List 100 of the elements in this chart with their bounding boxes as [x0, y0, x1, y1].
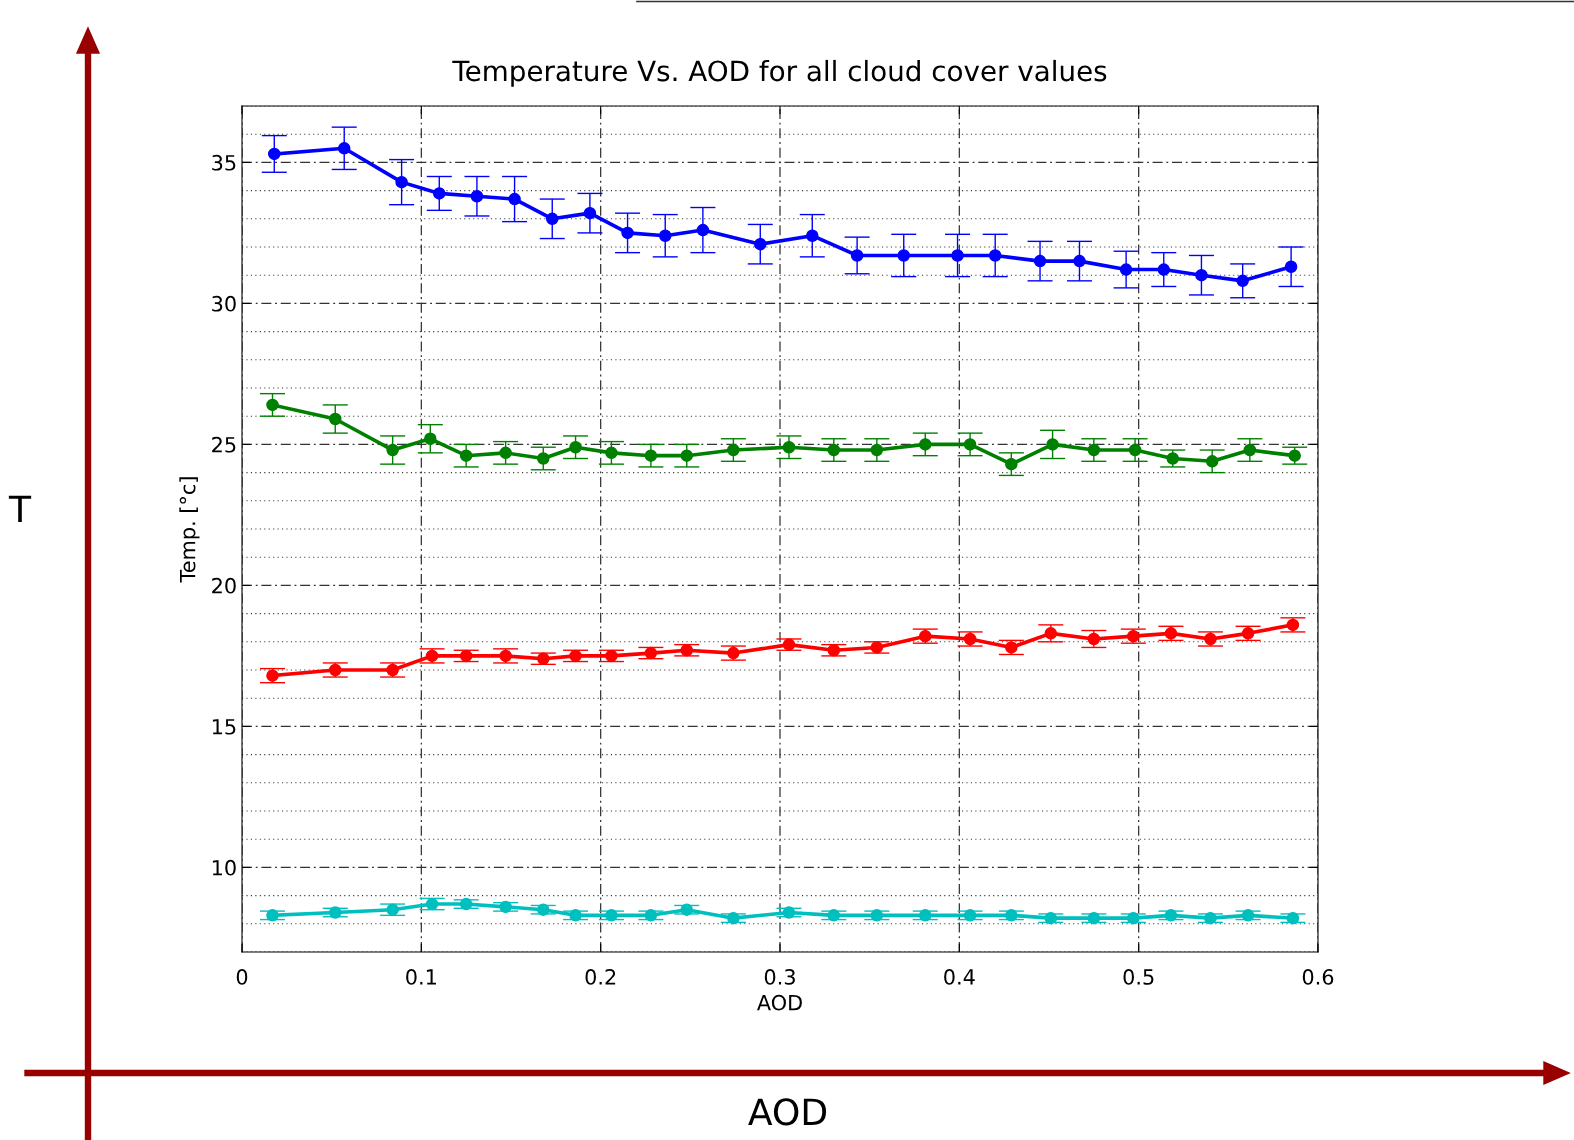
point — [266, 398, 279, 412]
point — [386, 663, 399, 677]
point — [1127, 911, 1140, 925]
point — [1005, 641, 1018, 654]
point — [508, 192, 521, 206]
point — [727, 646, 740, 660]
point — [266, 909, 279, 922]
point — [754, 237, 767, 251]
point — [605, 909, 618, 922]
point — [537, 903, 550, 916]
point — [1236, 274, 1249, 288]
point — [1087, 443, 1101, 457]
point — [919, 909, 932, 922]
point — [386, 443, 399, 457]
point — [1241, 627, 1255, 640]
point — [499, 900, 512, 914]
point — [1005, 909, 1018, 922]
point — [1164, 627, 1178, 640]
y-tick-label: 30 — [212, 295, 236, 312]
point — [1128, 443, 1142, 457]
point — [1127, 629, 1140, 643]
x-tick-label: 0.4 — [944, 969, 975, 985]
point — [782, 638, 796, 651]
x-axis-title: AOD — [757, 994, 802, 1011]
y-tick-label: 35 — [212, 154, 236, 171]
point — [266, 669, 279, 682]
point — [1033, 254, 1047, 268]
point — [850, 249, 864, 262]
point — [1119, 263, 1133, 276]
point — [782, 440, 796, 454]
point — [806, 229, 819, 242]
y-tick-label: 20 — [212, 577, 236, 594]
point — [499, 649, 512, 663]
point — [951, 249, 964, 262]
point — [988, 249, 1002, 262]
point — [963, 438, 977, 451]
point — [644, 449, 658, 462]
x-tick-label: 0.2 — [585, 969, 616, 985]
x-tick-label: 0.3 — [764, 969, 795, 985]
point — [386, 903, 399, 916]
chart-title: Temperature Vs. AOD for all cloud cover values — [452, 59, 1107, 87]
x-tick-label: 0 — [236, 969, 248, 985]
point — [1286, 618, 1300, 632]
point — [680, 644, 693, 657]
point — [569, 440, 582, 454]
point — [1005, 457, 1018, 471]
point — [870, 443, 884, 457]
point — [545, 212, 559, 226]
point — [870, 641, 884, 654]
point — [583, 206, 597, 220]
x-tick-label: 0.5 — [1123, 969, 1154, 985]
text: AOD — [748, 1098, 827, 1126]
point — [425, 897, 439, 911]
point — [621, 226, 634, 240]
point — [569, 909, 582, 922]
point — [1073, 254, 1086, 268]
point — [395, 175, 408, 189]
point — [1205, 455, 1219, 468]
point — [1243, 443, 1257, 457]
point — [268, 147, 281, 161]
point — [337, 142, 351, 155]
point — [1157, 263, 1171, 276]
point — [680, 449, 693, 462]
text: T — [8, 495, 32, 522]
point — [605, 649, 618, 663]
point — [425, 649, 439, 663]
point — [727, 911, 740, 925]
point — [459, 649, 473, 663]
point — [696, 223, 710, 237]
point — [470, 189, 484, 203]
point — [424, 432, 437, 446]
point — [1286, 911, 1300, 925]
point — [499, 446, 512, 460]
point — [827, 443, 841, 457]
point — [827, 644, 841, 657]
point — [1166, 452, 1179, 465]
point — [569, 649, 582, 663]
point — [727, 443, 740, 457]
point — [919, 438, 932, 451]
point — [680, 903, 693, 916]
point — [1195, 268, 1208, 282]
y-tick-label: 10 — [212, 859, 236, 876]
point — [537, 452, 550, 465]
point — [605, 446, 618, 460]
point — [963, 632, 977, 646]
point — [644, 646, 658, 660]
point — [1087, 632, 1101, 646]
point — [329, 906, 342, 919]
point — [459, 449, 473, 462]
point — [1284, 260, 1298, 273]
x-tick-label: 0.6 — [1302, 969, 1334, 985]
x-tick-label: 0.1 — [406, 969, 436, 985]
point — [1288, 449, 1301, 462]
y-tick-label: 25 — [212, 436, 236, 453]
point — [658, 229, 672, 242]
point — [433, 187, 446, 200]
point — [1204, 911, 1217, 925]
point — [919, 629, 932, 643]
y-tick-label: 15 — [212, 719, 236, 735]
point — [329, 663, 342, 677]
